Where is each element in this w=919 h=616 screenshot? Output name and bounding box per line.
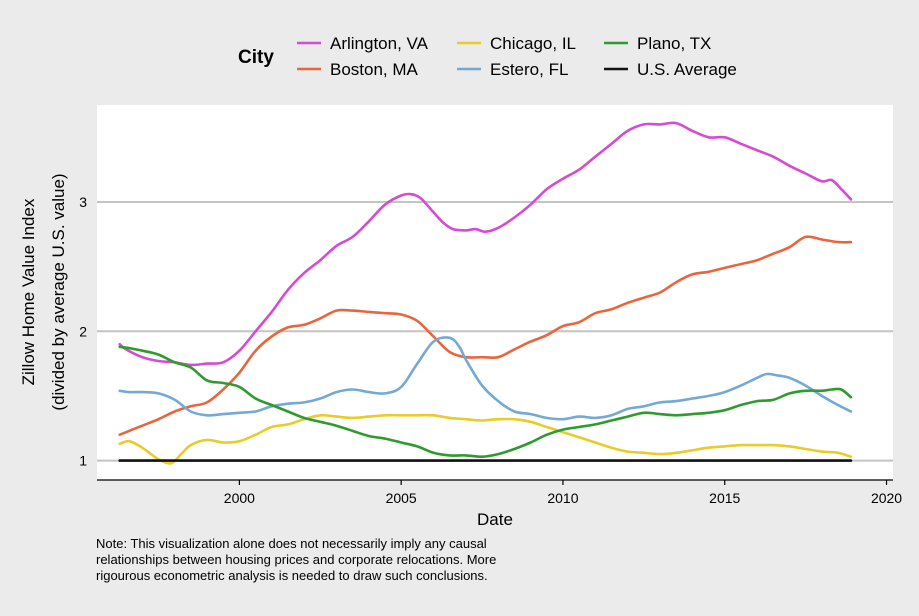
- series-line-estero-fl: [118, 336, 853, 421]
- legend-label-plano-tx: Plano, TX: [637, 34, 711, 53]
- x-tick-label-2015: 2015: [709, 490, 740, 506]
- x-axis-ticks: 2000 2005 2010 2015 2020: [224, 480, 902, 506]
- legend-item-estero-fl: Estero, FL: [457, 60, 568, 79]
- legend-item-chicago-il: Chicago, IL: [457, 34, 576, 53]
- legend-item-arlington-va: Arlington, VA: [297, 34, 429, 53]
- x-tick-label-2000: 2000: [224, 490, 255, 506]
- x-tick-label-2005: 2005: [386, 490, 417, 506]
- note-line-3: rigourous econometric analysis is needed…: [96, 568, 488, 583]
- note-line-1: Note: This visualization alone does not …: [96, 536, 487, 551]
- y-tick-label-2: 2: [79, 323, 87, 339]
- y-axis-ticks: 1 2 3: [79, 194, 87, 469]
- x-tick-label-2010: 2010: [547, 490, 578, 506]
- legend-label-u-s-average: U.S. Average: [637, 60, 737, 79]
- series-line-arlington-va: [118, 121, 853, 367]
- legend-item-boston-ma: Boston, MA: [297, 60, 419, 79]
- series-lines: [118, 121, 853, 465]
- footnote: Note: This visualization alone does not …: [96, 536, 496, 583]
- y-axis-label-line-1: Zillow Home Value Index: [19, 198, 38, 385]
- legend-label-arlington-va: Arlington, VA: [330, 34, 429, 53]
- x-tick-label-2020: 2020: [871, 490, 902, 506]
- series-line-chicago-il: [118, 413, 853, 465]
- plot-panel: [97, 105, 893, 480]
- y-tick-label-1: 1: [79, 453, 87, 469]
- legend-label-boston-ma: Boston, MA: [330, 60, 419, 79]
- legend-title: City: [238, 47, 274, 68]
- legend: City Arlington, VA Boston, MA Chicago, IL E…: [238, 34, 737, 79]
- series-line-boston-ma: [118, 235, 853, 436]
- x-axis-label: Date: [477, 510, 513, 529]
- legend-item-plano-tx: Plano, TX: [604, 34, 711, 53]
- legend-label-chicago-il: Chicago, IL: [490, 34, 576, 53]
- y-tick-label-3: 3: [79, 194, 87, 210]
- legend-item-u-s-average: U.S. Average: [604, 60, 737, 79]
- legend-label-estero-fl: Estero, FL: [490, 60, 568, 79]
- note-line-2: relationships between housing prices and…: [96, 552, 496, 567]
- y-axis-label-line-2: (divided by average U.S. value): [49, 173, 68, 410]
- legend-items: Arlington, VA Boston, MA Chicago, IL Estero…: [297, 34, 737, 79]
- series-line-plano-tx: [118, 345, 853, 459]
